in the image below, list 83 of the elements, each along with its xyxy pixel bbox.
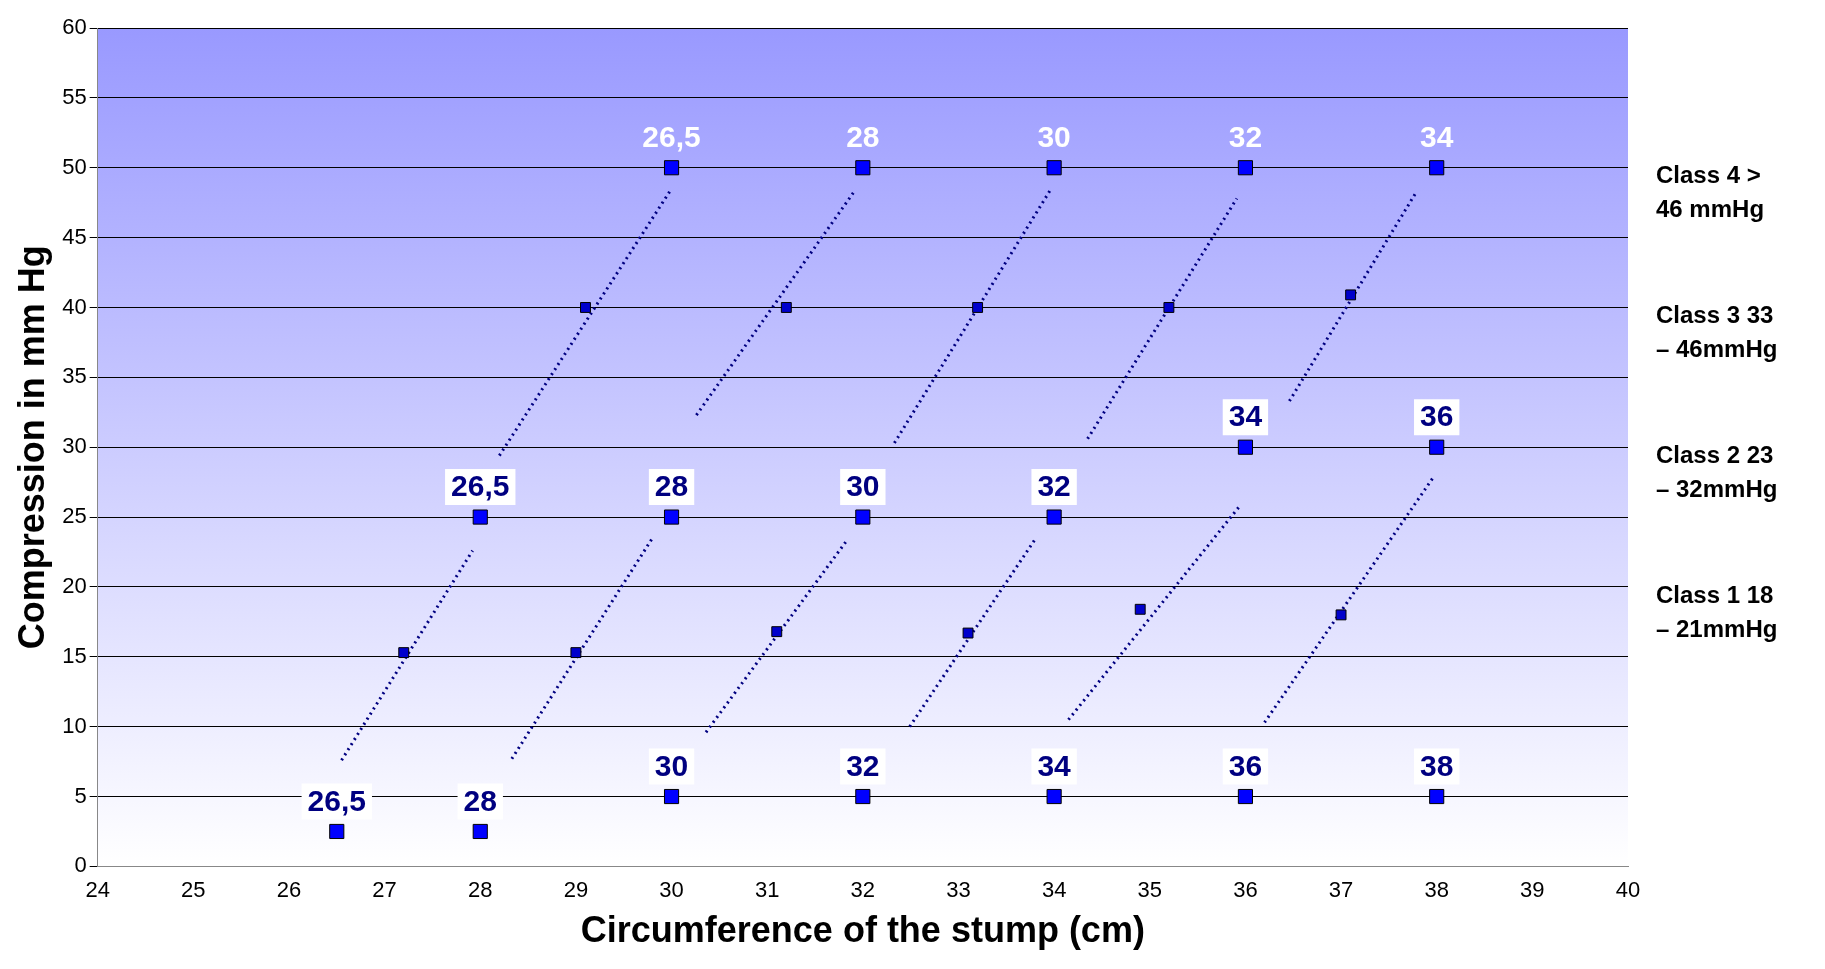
point bbox=[1163, 302, 1175, 313]
y-tick-label: 15 bbox=[62, 642, 87, 668]
x-tick-label: 38 bbox=[1424, 876, 1449, 902]
x-tick-label: 27 bbox=[372, 876, 397, 902]
y-tick-label: 30 bbox=[62, 433, 87, 459]
point bbox=[472, 823, 488, 840]
point bbox=[1134, 603, 1146, 615]
point bbox=[780, 302, 792, 313]
x-tick-label: 28 bbox=[468, 876, 493, 902]
point bbox=[855, 788, 871, 805]
text: Class 2 23 – 32mmHg bbox=[1656, 440, 1779, 504]
y-tick-label: 60 bbox=[62, 14, 87, 40]
point bbox=[663, 160, 680, 176]
x-tick-label: 39 bbox=[1520, 876, 1545, 902]
point bbox=[1429, 788, 1445, 805]
point bbox=[855, 509, 871, 525]
x-axis-title: Circumference of the stump (cm) bbox=[580, 909, 1145, 951]
x-tick-label: 24 bbox=[85, 876, 110, 902]
x-tick-label: 33 bbox=[946, 876, 971, 902]
x-tick-label: 34 bbox=[1041, 876, 1067, 902]
annotation: 36 bbox=[1228, 748, 1263, 782]
point bbox=[472, 509, 488, 525]
point bbox=[1046, 788, 1062, 805]
annotation: 26,5 bbox=[451, 469, 510, 503]
point bbox=[1429, 160, 1445, 176]
y-tick-label: 40 bbox=[62, 293, 87, 319]
annotation: 34 bbox=[1420, 120, 1454, 153]
point bbox=[1345, 289, 1357, 301]
point bbox=[1237, 788, 1253, 805]
annotation: 36 bbox=[1420, 399, 1454, 433]
y-tick-label: 20 bbox=[62, 573, 87, 598]
annotation: 38 bbox=[1420, 748, 1454, 782]
annotation: 28 bbox=[463, 783, 497, 817]
x-tick-label: 29 bbox=[563, 876, 589, 902]
x-tick-label: 26 bbox=[276, 876, 302, 902]
annotation: 34 bbox=[1037, 748, 1072, 782]
text: Class 1 18 – 21mmHg bbox=[1656, 580, 1779, 644]
x-tick-label: 37 bbox=[1328, 876, 1354, 902]
annotation: 30 bbox=[1037, 120, 1071, 153]
point bbox=[1237, 160, 1253, 176]
x-tick-label: 25 bbox=[181, 876, 206, 902]
annotation: 32 bbox=[1228, 120, 1263, 153]
point bbox=[1335, 609, 1347, 621]
annotation: 30 bbox=[654, 748, 689, 782]
annotation: 26,5 bbox=[642, 120, 701, 153]
y-tick-label: 50 bbox=[62, 153, 87, 179]
point bbox=[580, 302, 591, 313]
text: Class 3 33 – 46mmHg bbox=[1656, 300, 1779, 364]
y-tick-label: 35 bbox=[62, 363, 87, 389]
point bbox=[972, 302, 984, 313]
point bbox=[1046, 509, 1062, 525]
point bbox=[1046, 160, 1062, 176]
y-tick-label: 45 bbox=[62, 223, 87, 249]
point bbox=[1429, 439, 1445, 455]
annotation: 30 bbox=[846, 469, 880, 503]
point bbox=[855, 160, 871, 176]
x-tick-label: 36 bbox=[1233, 876, 1258, 902]
x-tick-label: 31 bbox=[754, 876, 780, 902]
annotation: 28 bbox=[846, 120, 880, 153]
annotation: 32 bbox=[1037, 469, 1071, 503]
x-tick-label: 30 bbox=[659, 876, 684, 902]
y-tick-label: 25 bbox=[62, 503, 87, 529]
point bbox=[962, 627, 974, 639]
point bbox=[398, 647, 410, 659]
point bbox=[771, 626, 783, 638]
point bbox=[663, 509, 680, 525]
text: Class 4 > 46 mmHg bbox=[1656, 160, 1766, 224]
x-tick-label: 32 bbox=[850, 876, 876, 902]
x-tick-label: 35 bbox=[1137, 876, 1163, 902]
point bbox=[663, 788, 680, 805]
y-tick-label: 10 bbox=[62, 712, 87, 738]
annotation: 32 bbox=[846, 748, 880, 782]
annotation: 28 bbox=[654, 469, 689, 503]
point bbox=[1237, 439, 1253, 455]
point bbox=[329, 823, 345, 840]
y-axis-title: Compression in mm Hg bbox=[10, 245, 52, 650]
point bbox=[570, 647, 582, 659]
y-tick-label: 55 bbox=[62, 83, 87, 109]
annotation: 26,5 bbox=[307, 783, 366, 817]
annotation: 34 bbox=[1228, 399, 1263, 433]
y-tick-label: 0 bbox=[74, 852, 87, 878]
y-tick-label: 5 bbox=[74, 782, 87, 808]
x-tick-label: 40 bbox=[1615, 876, 1641, 902]
